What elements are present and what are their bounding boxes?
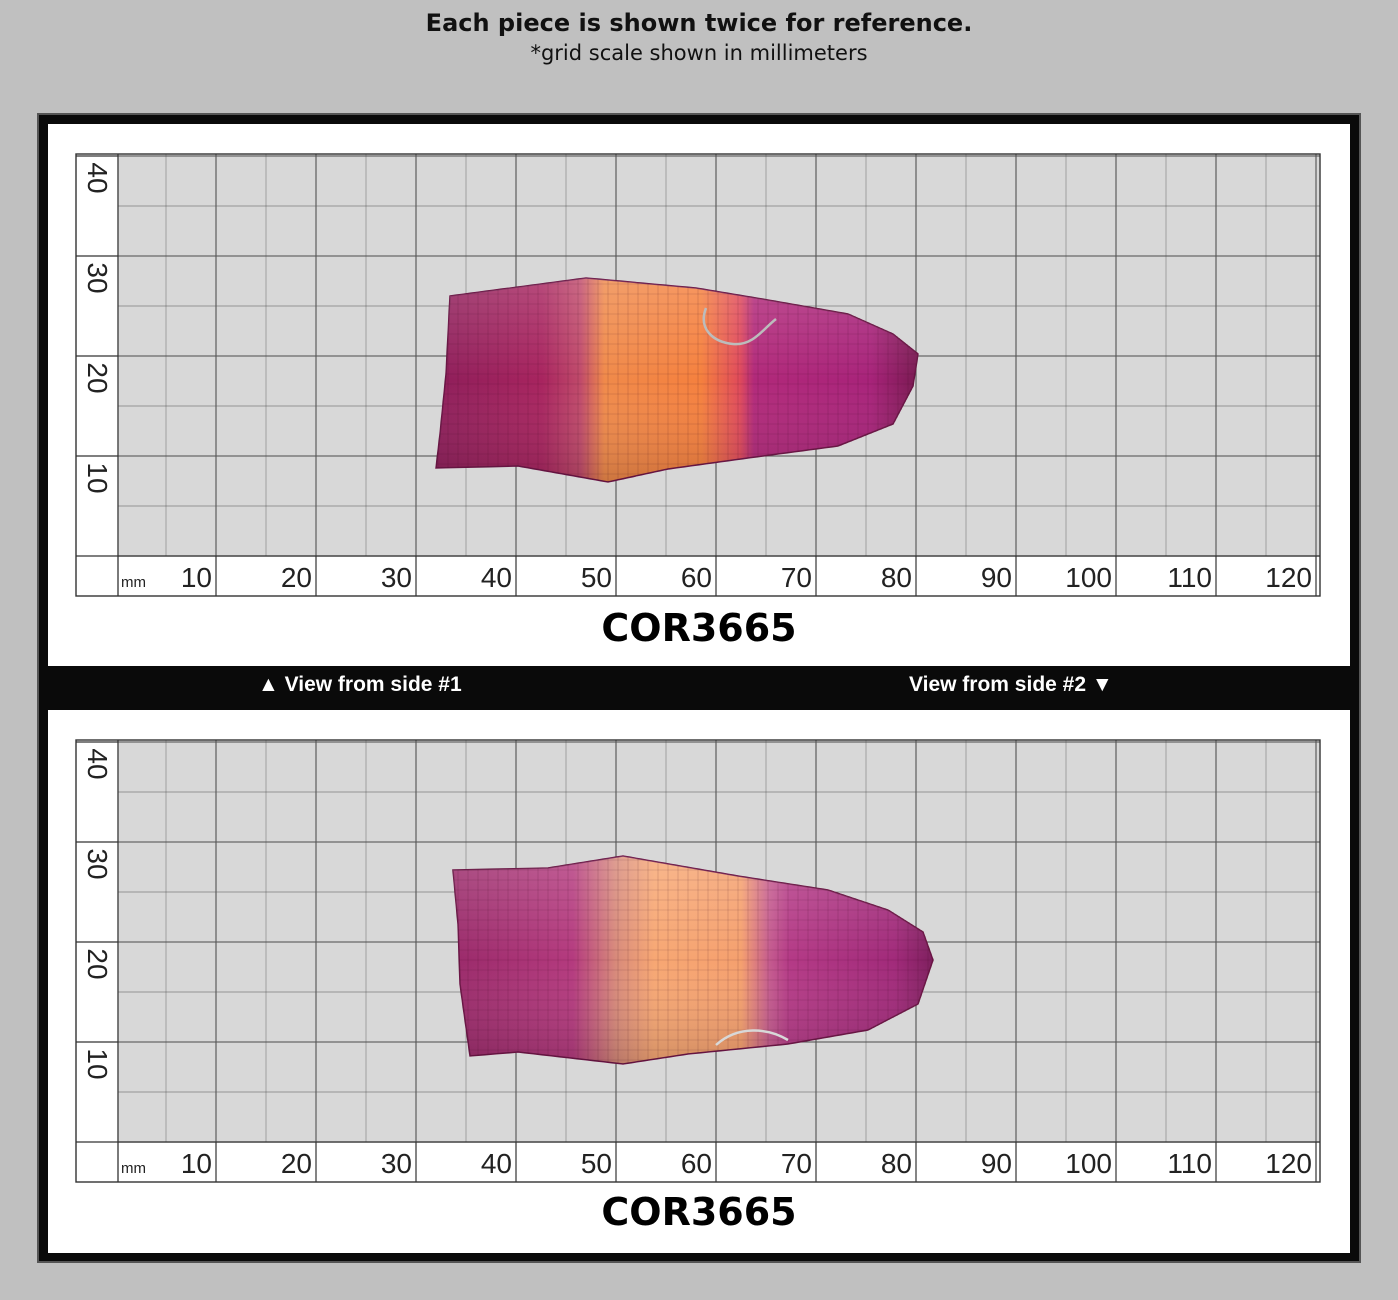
x-tick-label: 20 — [281, 1148, 312, 1179]
x-tick-label: 100 — [1065, 562, 1112, 593]
stone-code-label: COR3665 — [601, 606, 797, 650]
y-tick-label: 10 — [82, 1048, 113, 1079]
side-1-label: ▲ View from side #1 — [258, 673, 462, 696]
x-tick-label: 120 — [1265, 1148, 1312, 1179]
x-tick-label: 10 — [181, 1148, 212, 1179]
x-tick-label: 40 — [481, 1148, 512, 1179]
x-tick-label: 50 — [581, 1148, 612, 1179]
y-tick-label: 30 — [82, 262, 113, 293]
page-title: Each piece is shown twice for reference. — [425, 9, 973, 37]
x-tick-label: 90 — [981, 1148, 1012, 1179]
stone-photo — [435, 277, 919, 483]
grid-photo-side-1: 10 20 30 40 50 60 70 80 90 100 110 120 mm 40 30 20 10 — [75, 153, 1321, 597]
x-tick-label: 90 — [981, 562, 1012, 593]
grid-photo-side-2: 10 20 30 40 50 60 70 80 90 100 110 120 mm 40 30 20 10 — [75, 739, 1321, 1183]
header: Each piece is shown twice for reference.… — [0, 6, 1398, 66]
y-tick-label: 20 — [82, 948, 113, 979]
page-subtitle: *grid scale shown in millimeters — [530, 41, 868, 65]
y-tick-label: 40 — [82, 748, 113, 779]
x-tick-label: 30 — [381, 1148, 412, 1179]
x-axis-ticks: 10 20 30 40 50 60 70 80 90 100 110 120 — [181, 562, 1312, 593]
y-axis-ticks: 40 30 20 10 — [82, 162, 113, 493]
x-tick-label: 20 — [281, 562, 312, 593]
stone-photo — [452, 855, 934, 1065]
x-tick-label: 120 — [1265, 562, 1312, 593]
x-tick-label: 50 — [581, 562, 612, 593]
x-tick-label: 80 — [881, 1148, 912, 1179]
x-tick-label: 60 — [681, 1148, 712, 1179]
unit-label: mm — [121, 574, 146, 591]
stone-code-label: COR3665 — [601, 1190, 797, 1234]
unit-label: mm — [121, 1160, 146, 1177]
x-tick-label: 60 — [681, 562, 712, 593]
x-tick-label: 110 — [1167, 1148, 1212, 1179]
view-panel-side-1: 10 20 30 40 50 60 70 80 90 100 110 120 mm 40 30 20 10 CO… — [48, 124, 1350, 666]
side-2-label: View from side #2 ▼ — [909, 673, 1113, 696]
x-tick-label: 70 — [781, 1148, 812, 1179]
x-tick-label: 70 — [781, 562, 812, 593]
x-tick-label: 80 — [881, 562, 912, 593]
y-axis-ticks: 40 30 20 10 — [82, 748, 113, 1079]
y-tick-label: 20 — [82, 362, 113, 393]
y-tick-label: 10 — [82, 462, 113, 493]
view-panel-side-2: 10 20 30 40 50 60 70 80 90 100 110 120 mm 40 30 20 10 CO… — [48, 710, 1350, 1253]
x-tick-label: 110 — [1167, 562, 1212, 593]
x-tick-label: 100 — [1065, 1148, 1112, 1179]
x-tick-label: 10 — [181, 562, 212, 593]
y-tick-label: 30 — [82, 848, 113, 879]
x-tick-label: 40 — [481, 562, 512, 593]
x-tick-label: 30 — [381, 562, 412, 593]
x-axis-ticks: 10 20 30 40 50 60 70 80 90 100 110 120 — [181, 1148, 1312, 1179]
y-tick-label: 40 — [82, 162, 113, 193]
